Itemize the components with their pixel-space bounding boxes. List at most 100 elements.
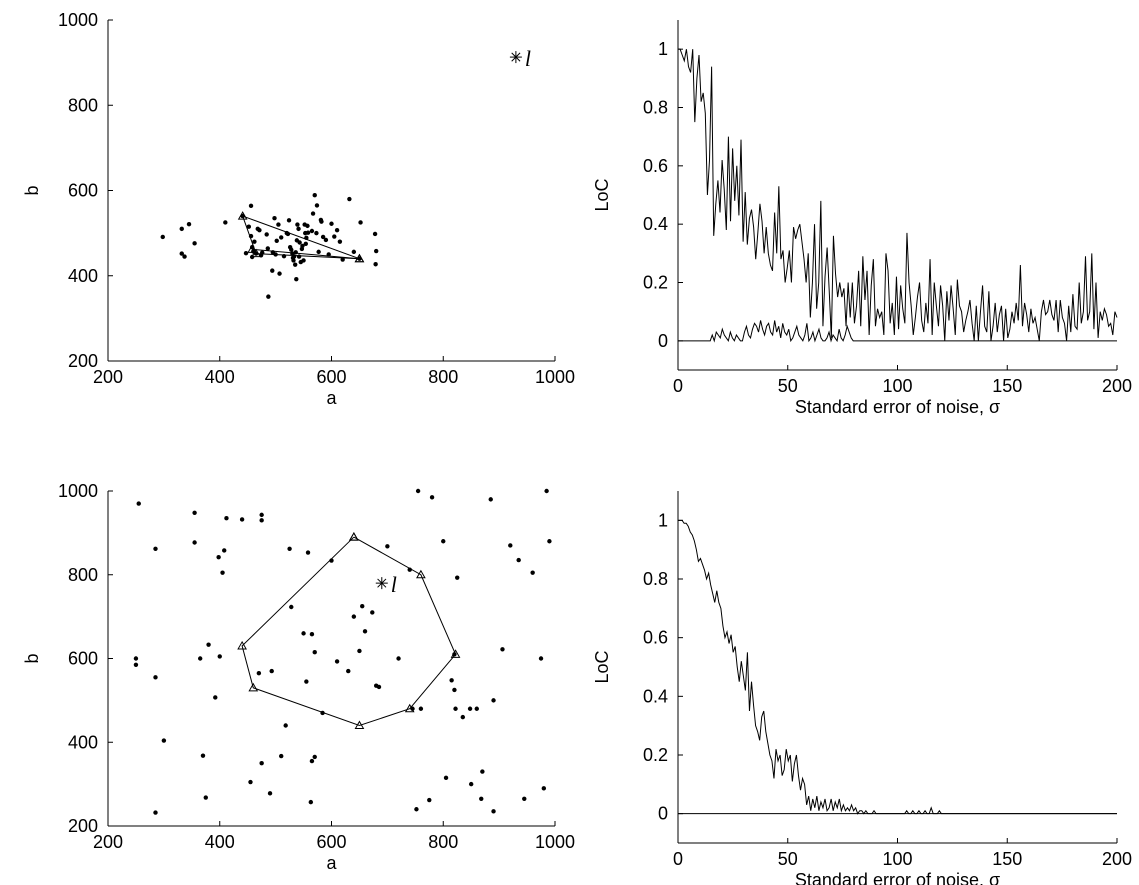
data-point	[179, 226, 184, 232]
data-point	[289, 604, 294, 610]
x-tick-label: 600	[316, 367, 346, 387]
data-point	[319, 219, 324, 224]
data-point	[301, 258, 306, 263]
data-point	[276, 222, 281, 227]
data-point	[372, 231, 378, 237]
data-point	[186, 221, 192, 227]
data-point	[248, 779, 253, 785]
data-point	[516, 557, 521, 563]
data-point	[340, 257, 345, 262]
x-tick-label: 400	[205, 367, 235, 387]
data-point	[267, 791, 273, 796]
x-tick-label: 100	[882, 376, 912, 396]
data-point	[294, 276, 299, 282]
target-marker	[377, 578, 387, 588]
panel-bottom-left: 200 400 600 800 1000 200 400 600 800 1000 a b l	[22, 481, 575, 873]
data-point	[370, 610, 375, 615]
hull-vertex-marker	[248, 682, 259, 692]
data-point	[292, 262, 298, 267]
data-point	[329, 221, 334, 226]
data-point	[161, 738, 167, 743]
data-point	[256, 670, 262, 676]
data-point	[259, 760, 264, 766]
series-line-1	[678, 48, 1118, 341]
data-point	[296, 226, 301, 232]
data-point	[455, 575, 460, 580]
x-tick-label: 1000	[535, 367, 575, 387]
y-axis-label: LoC	[592, 650, 612, 683]
data-point	[308, 799, 314, 805]
data-point	[449, 678, 454, 683]
data-point	[332, 234, 337, 239]
x-tick-label: 50	[778, 376, 798, 396]
series-line-1	[678, 519, 1117, 815]
target-label: l	[525, 46, 531, 71]
hull-segment	[252, 248, 360, 260]
data-point	[240, 213, 245, 219]
panel-top-left: 200 400 600 800 1000 200 400 600 800 1000 a b l	[22, 10, 575, 408]
data-point	[326, 252, 331, 257]
x-tick-label: 800	[428, 367, 458, 387]
data-point	[279, 753, 284, 759]
data-point	[320, 710, 325, 716]
data-point	[362, 629, 368, 634]
data-point	[453, 706, 458, 711]
data-point	[358, 220, 363, 225]
data-point	[216, 554, 221, 560]
data-point	[285, 231, 291, 237]
data-point	[312, 754, 317, 760]
y-tick-label: 600	[68, 181, 98, 201]
data-point	[309, 632, 315, 637]
data-point	[312, 650, 317, 655]
hull-vertex-marker	[416, 569, 426, 579]
data-point	[304, 235, 309, 241]
data-point	[376, 684, 382, 690]
x-tick-label: 400	[205, 832, 235, 852]
data-point	[222, 548, 227, 553]
y-axis-label: b	[22, 185, 42, 195]
data-point	[179, 251, 184, 256]
data-point	[415, 488, 421, 494]
x-tick-label: 100	[882, 849, 912, 869]
data-point	[360, 603, 365, 609]
data-point	[320, 234, 326, 240]
data-point	[468, 781, 474, 787]
x-tick-label: 150	[992, 849, 1022, 869]
data-point	[410, 706, 415, 711]
data-point	[192, 540, 197, 545]
y-tick-label: 800	[68, 565, 98, 585]
data-point	[480, 769, 485, 774]
x-tick-label: 50	[778, 849, 798, 869]
data-point	[414, 807, 419, 812]
data-point	[239, 517, 245, 522]
data-point	[508, 543, 513, 548]
data-point	[287, 546, 292, 551]
data-point	[310, 211, 316, 216]
panel-bottom-right: 0 50 100 150 200 0 0.2 0.4 0.6 0.8 1 Standard error…	[592, 491, 1132, 885]
y-tick-label: 800	[68, 95, 98, 115]
data-point	[530, 570, 535, 575]
data-point	[314, 230, 319, 236]
data-point	[273, 252, 278, 257]
data-point	[305, 223, 310, 229]
data-point	[192, 510, 197, 515]
data-point	[337, 239, 343, 244]
data-point	[309, 228, 315, 234]
data-point	[223, 220, 228, 225]
hull-vertex-marker	[348, 532, 359, 541]
data-point	[301, 631, 306, 636]
x-tick-label: 0	[673, 376, 683, 396]
data-point	[441, 539, 446, 544]
y-tick-label: 0.6	[643, 156, 668, 176]
data-point	[259, 512, 264, 518]
data-point	[293, 250, 298, 255]
data-point	[257, 227, 262, 233]
data-point	[522, 796, 527, 801]
target-marker	[511, 52, 521, 62]
data-point	[357, 648, 362, 654]
y-tick-label: 0.8	[643, 98, 668, 118]
data-point	[259, 518, 264, 523]
data-point	[407, 567, 412, 572]
data-point	[266, 294, 271, 299]
data-point	[252, 239, 257, 244]
